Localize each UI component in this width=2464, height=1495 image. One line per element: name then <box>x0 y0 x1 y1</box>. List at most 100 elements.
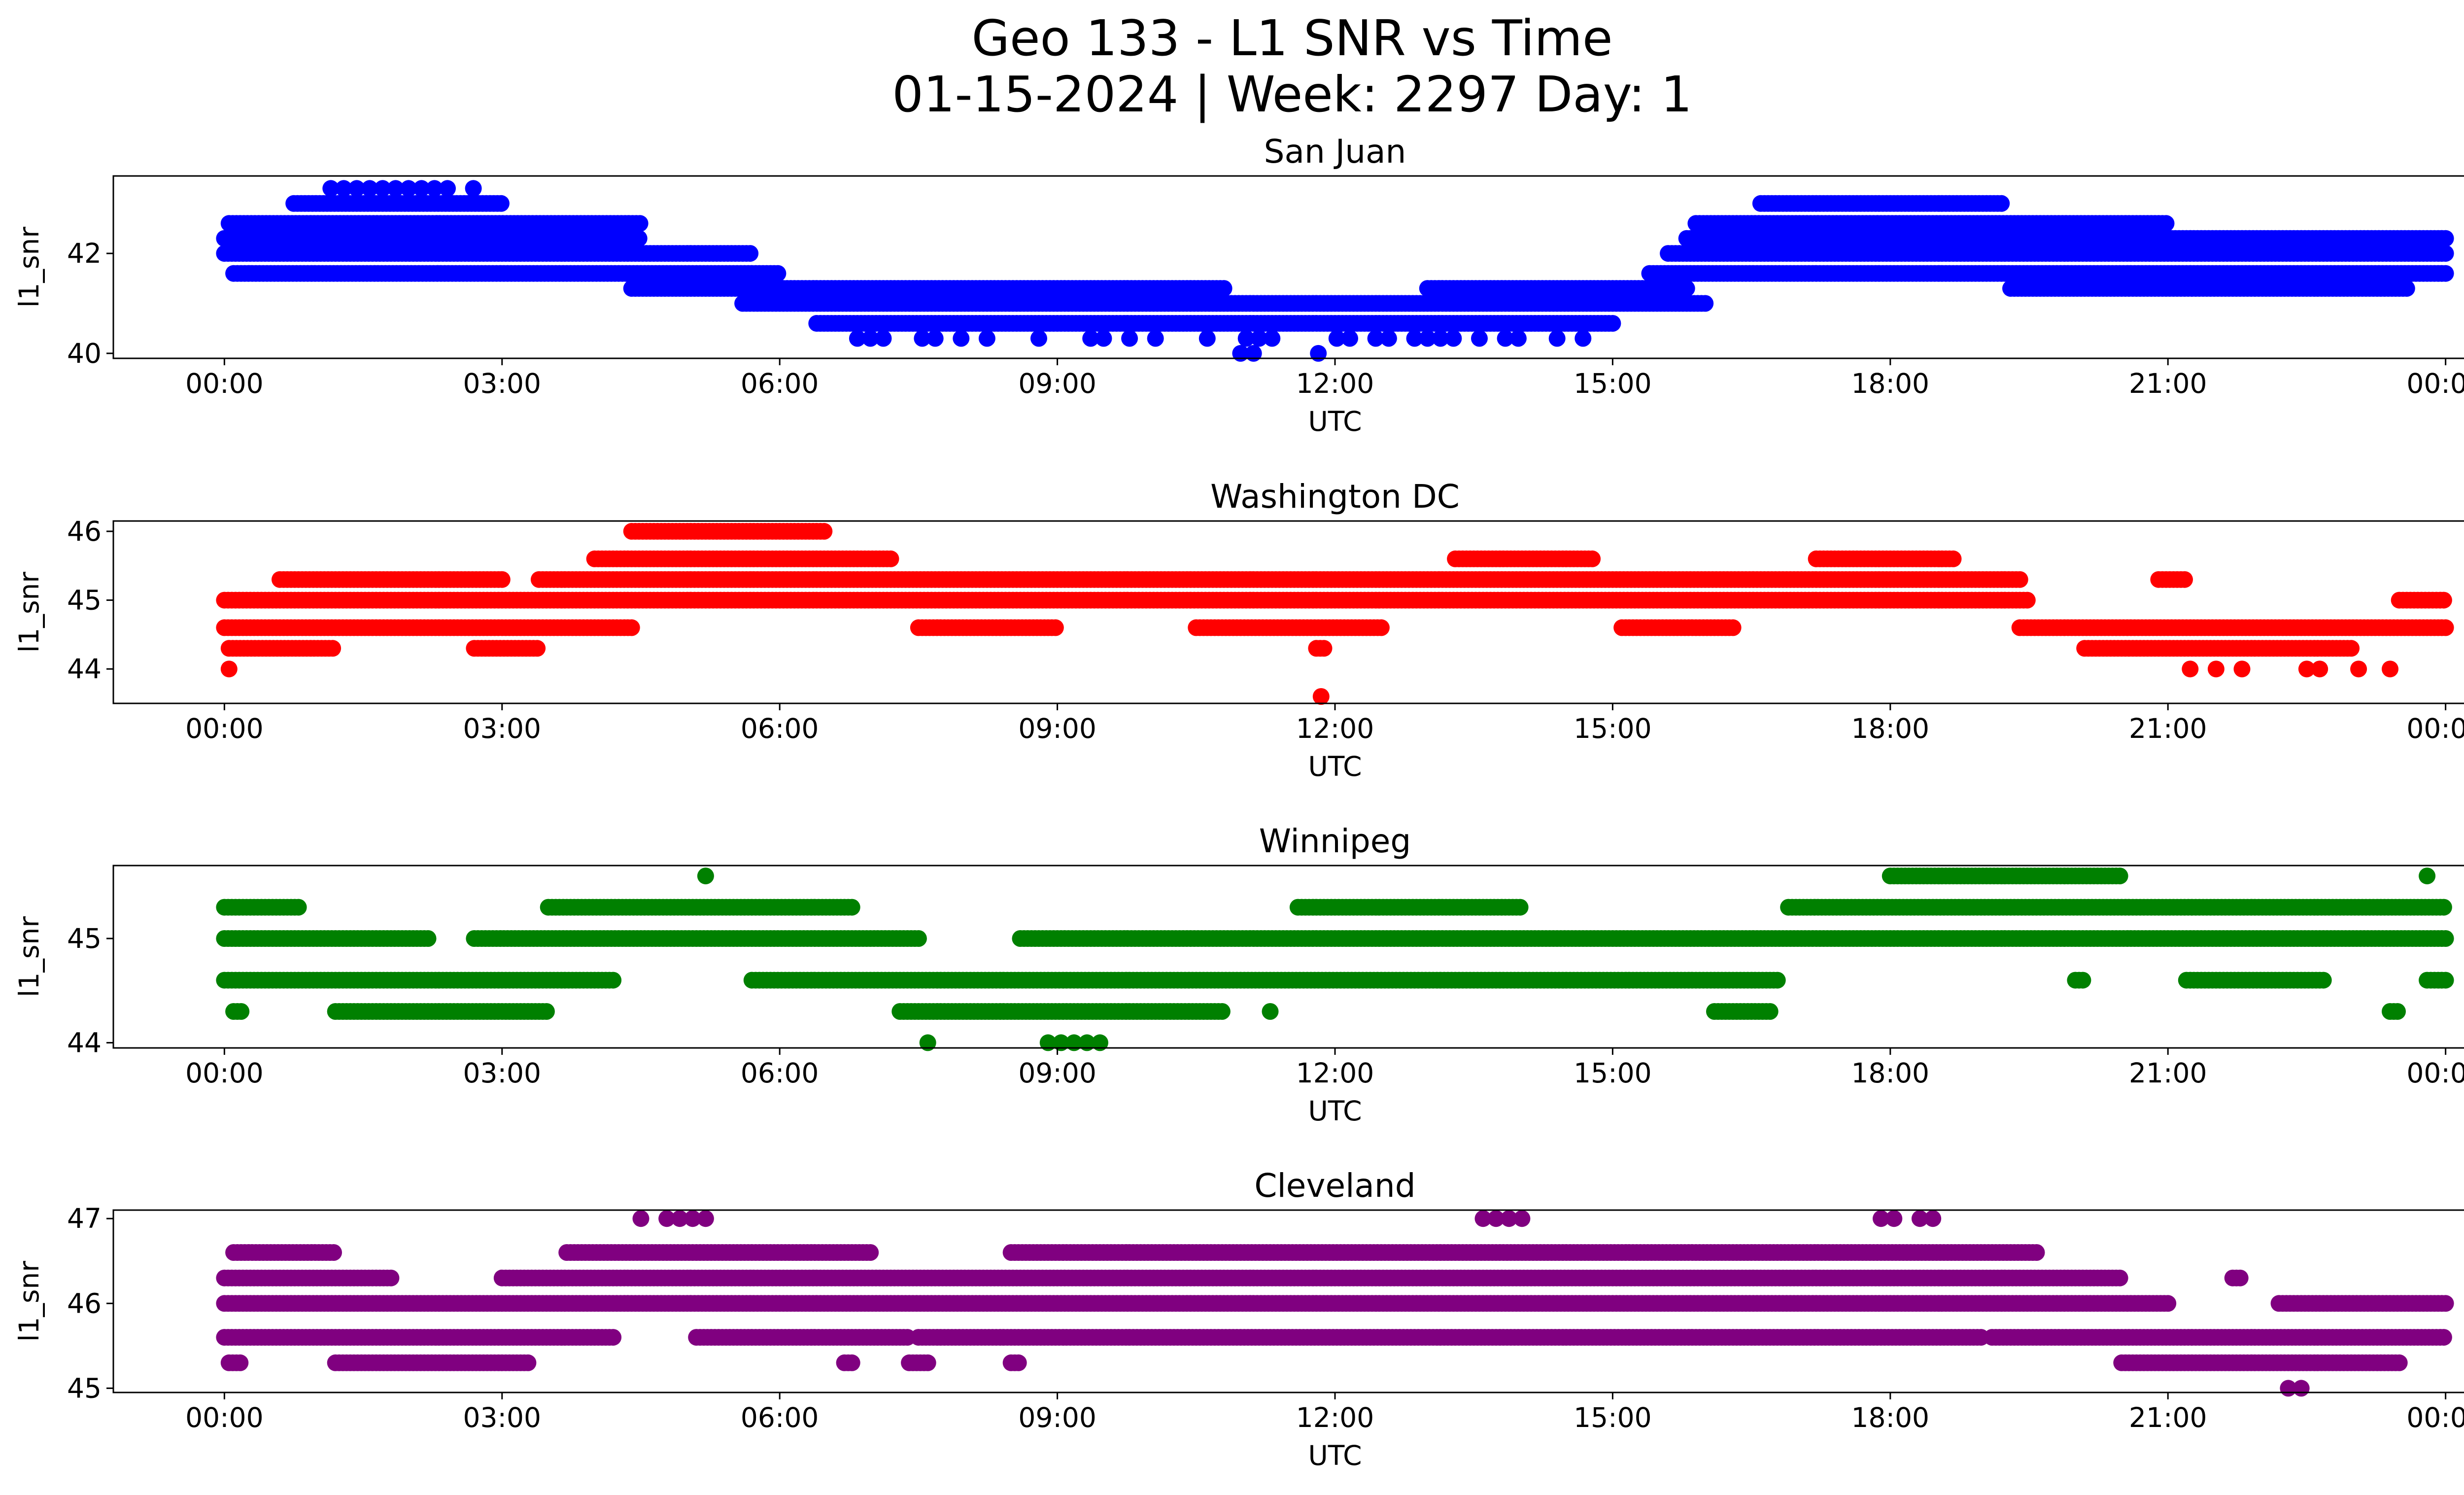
data-point <box>1697 295 1714 312</box>
data-point <box>290 899 307 916</box>
data-point <box>630 230 648 247</box>
y-tick-label: 42 <box>67 238 102 269</box>
data-point <box>1993 195 2010 212</box>
data-point <box>1509 330 1527 347</box>
data-point <box>2437 619 2454 636</box>
x-tick-label: 03:00 <box>463 713 542 744</box>
data-point <box>1372 619 1390 636</box>
x-tick-label: 18:00 <box>1851 713 1930 744</box>
x-tick-label: 12:00 <box>1296 368 1374 399</box>
data-point <box>387 180 404 197</box>
data-point <box>2343 640 2360 657</box>
data-point <box>1341 330 1358 347</box>
x-tick-label: 06:00 <box>741 713 819 744</box>
data-point <box>220 661 238 678</box>
data-point <box>769 265 787 282</box>
data-point <box>1511 899 1529 916</box>
data-point <box>400 180 417 197</box>
data-point <box>529 640 546 657</box>
data-point <box>361 180 378 197</box>
y-axis-label: l1_snr <box>13 227 45 308</box>
x-tick-label: 00:00 <box>2406 368 2464 399</box>
data-point <box>419 930 437 947</box>
x-axis-label: UTC <box>1308 751 1362 782</box>
data-point <box>631 215 649 232</box>
data-point <box>2382 661 2398 678</box>
data-point <box>1030 330 1047 347</box>
data-point <box>1312 688 1330 705</box>
x-tick-label: 06:00 <box>741 368 819 399</box>
data-point <box>2311 661 2328 678</box>
y-axis-label: l1_snr <box>13 572 45 653</box>
x-tick-label: 21:00 <box>2129 368 2207 399</box>
data-point <box>465 180 482 197</box>
data-point <box>1315 640 1333 657</box>
data-point <box>413 180 430 197</box>
data-point <box>2111 868 2128 885</box>
x-tick-label: 15:00 <box>1574 368 1652 399</box>
data-point <box>374 180 391 197</box>
data-point <box>2019 591 2036 609</box>
data-point <box>623 619 640 636</box>
data-point <box>882 550 899 567</box>
data-point <box>2233 661 2251 678</box>
scatter-points <box>216 180 2454 362</box>
data-point <box>816 522 833 540</box>
y-tick-label: 46 <box>67 516 102 547</box>
y-tick-label: 45 <box>67 585 102 616</box>
subplots: San Juan 00:00 03:00 06:00 09:00 12:00 15:00 18… <box>13 133 2464 1471</box>
x-tick-label: 09:00 <box>1018 713 1096 744</box>
data-point <box>1678 280 1695 297</box>
data-point <box>1445 330 1462 347</box>
x-tick-label: 18:00 <box>1851 368 1930 399</box>
subplot-title: San Juan <box>1264 133 1406 171</box>
x-tick-label: 03:00 <box>463 368 542 399</box>
data-point <box>1264 330 1281 347</box>
x-tick-label: 12:00 <box>1296 713 1374 744</box>
data-point <box>2157 215 2175 232</box>
data-point <box>493 571 511 588</box>
data-point <box>1945 550 1962 567</box>
data-point <box>2207 661 2224 678</box>
data-point <box>2011 571 2028 588</box>
data-point <box>1471 330 1488 347</box>
data-point <box>439 180 456 197</box>
data-point <box>843 899 860 916</box>
data-point <box>1147 330 1164 347</box>
scatter-points <box>216 522 2454 705</box>
data-point <box>322 180 340 197</box>
y-tick-label: 44 <box>67 653 102 685</box>
data-point <box>2437 245 2454 262</box>
data-point <box>1095 330 1112 347</box>
x-tick-label: 00:00 <box>2406 713 2464 744</box>
data-point <box>1245 345 1262 362</box>
data-point <box>926 330 944 347</box>
data-point <box>2435 591 2452 609</box>
data-point <box>335 180 352 197</box>
data-point <box>875 330 892 347</box>
scatter-points <box>216 868 2454 1051</box>
x-tick-label: 15:00 <box>1574 713 1652 744</box>
data-point <box>1310 345 1327 362</box>
data-point <box>2437 230 2454 247</box>
x-tick-label: 00:00 <box>185 368 264 399</box>
data-point <box>1215 280 1232 297</box>
data-point <box>2176 571 2193 588</box>
axes-frame <box>112 520 2464 704</box>
data-point <box>953 330 970 347</box>
subplot-title: Washington DC <box>1210 478 1460 516</box>
data-point <box>2435 899 2452 916</box>
data-point <box>492 195 510 212</box>
y-tick-label: 40 <box>67 338 102 369</box>
data-point <box>1198 330 1216 347</box>
data-point <box>910 930 927 947</box>
data-point <box>1604 315 1621 332</box>
data-point <box>1047 619 1064 636</box>
figure-title-line1: Geo 133 - L1 SNR vs Time <box>972 9 1613 67</box>
data-point <box>324 640 342 657</box>
data-point <box>1121 330 1138 347</box>
subplot-title: Winnipeg <box>1259 822 1411 860</box>
data-point <box>2350 661 2367 678</box>
